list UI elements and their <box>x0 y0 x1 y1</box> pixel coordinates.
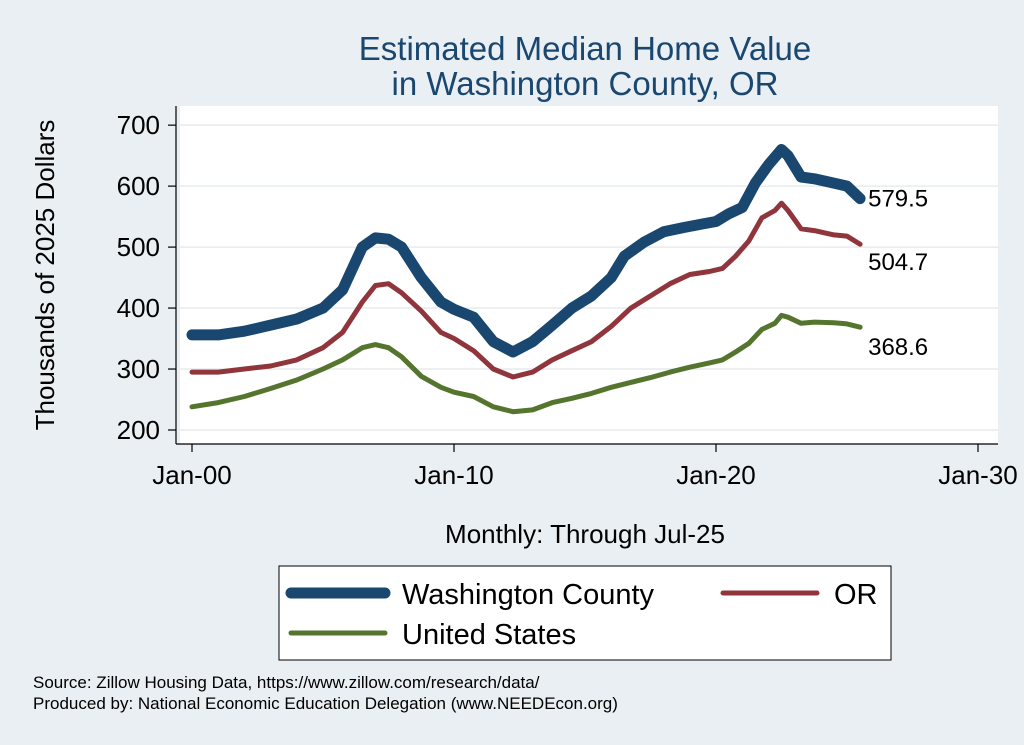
series-line-or <box>189 200 863 380</box>
y-tick-label-500: 500 <box>117 232 160 262</box>
chart-title-line-2: in Washington County, OR <box>391 65 778 102</box>
x-tick-label-Jan-10: Jan-10 <box>414 460 494 490</box>
x-axis-ticks: Jan-00 Jan-10 Jan-20 Jan-30 <box>152 444 1018 490</box>
legend: Washington County OR United States <box>278 565 892 661</box>
x-tick-label-Jan-30: Jan-30 <box>938 460 1018 490</box>
source-line-2: Produced by: National Economic Education… <box>33 694 618 713</box>
y-axis-ticks: 200 300 400 500 600 700 <box>117 110 176 445</box>
end-label-or: 504.7 <box>868 249 928 276</box>
y-tick-label-300: 300 <box>117 354 160 384</box>
legend-label-united-states: United States <box>402 619 576 651</box>
y-tick-label-200: 200 <box>117 415 160 445</box>
chart-title-line-1: Estimated Median Home Value <box>359 30 811 67</box>
end-label-united-states: 368.6 <box>868 334 928 361</box>
x-axis-label: Monthly: Through Jul-25 <box>445 519 725 549</box>
end-label-washington-county: 579.5 <box>868 186 928 213</box>
end-labels: 579.5 504.7 368.6 <box>868 186 928 362</box>
y-tick-label-700: 700 <box>117 110 160 140</box>
y-tick-label-600: 600 <box>117 171 160 201</box>
x-tick-label-Jan-20: Jan-20 <box>676 460 756 490</box>
y-axis-label: Thousands of 2025 Dollars <box>30 120 60 431</box>
series-line-united-states <box>189 312 863 415</box>
source-line-1: Source: Zillow Housing Data, https://www… <box>33 673 540 692</box>
series-line-washington-county <box>186 144 866 358</box>
y-tick-label-400: 400 <box>117 293 160 323</box>
x-tick-label-Jan-00: Jan-00 <box>152 460 232 490</box>
series-lines <box>186 144 866 415</box>
plot-area <box>180 106 998 444</box>
legend-box <box>278 565 892 661</box>
legend-label-or: OR <box>834 579 878 611</box>
legend-label-washington-county: Washington County <box>402 579 655 611</box>
